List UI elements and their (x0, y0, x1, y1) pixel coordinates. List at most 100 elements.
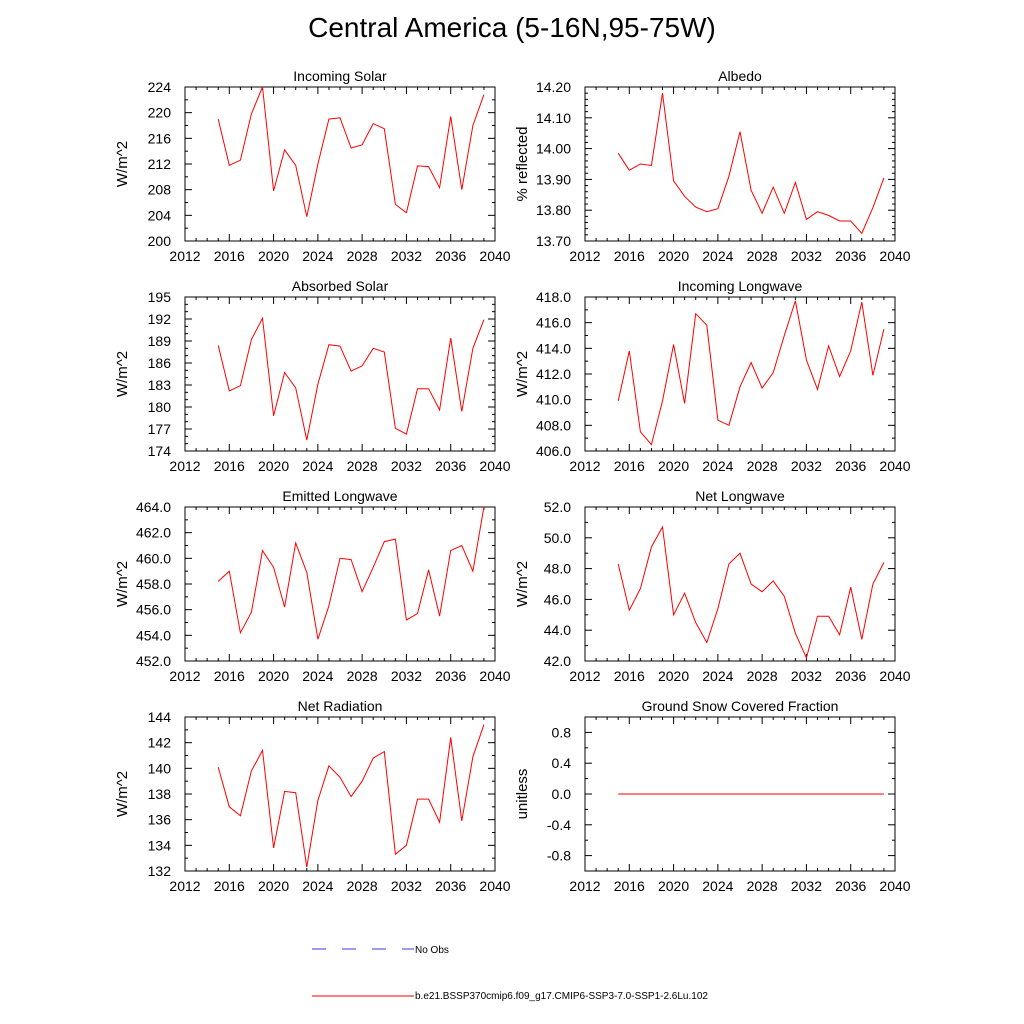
y-tick-label: 408.0 (536, 417, 571, 433)
legend-label-no-obs: No Obs (415, 945, 449, 956)
y-tick-label: 140 (148, 760, 172, 776)
y-tick-label: 414.0 (536, 340, 571, 356)
x-tick-label: 2016 (614, 248, 645, 264)
panel-title: Ground Snow Covered Fraction (642, 698, 839, 714)
chart-panel-5: Emitted Longwave W/m^2 2012 2016 2020 2024 202… (114, 488, 511, 684)
y-tick-label: 138 (148, 786, 172, 802)
chart-panel-2: Albedo % reflected 2012 2016 2020 2024 2028 203… (514, 68, 911, 264)
x-tick-label: 2012 (169, 248, 200, 264)
x-tick-label: 2040 (479, 878, 510, 894)
x-tick-label: 2036 (835, 248, 866, 264)
x-tick-label: 2020 (258, 878, 289, 894)
chart-panel-8: Ground Snow Covered Fraction unitless 2012… (514, 698, 911, 894)
chart-panel-7: Net Radiation W/m^2 2012 2016 2020 2024 2028 20… (114, 698, 511, 894)
figure-title: Central America (5-16N,95-75W) (308, 12, 716, 43)
y-tick-label: 142 (148, 735, 172, 751)
y-tick-label: 189 (148, 333, 172, 349)
x-tick-label: 2032 (791, 878, 822, 894)
x-tick-label: 2028 (347, 668, 378, 684)
y-axis-label: W/m^2 (514, 561, 531, 607)
x-tick-label: 2040 (879, 668, 910, 684)
chart-panel-4: Incoming Longwave W/m^2 2012 2016 2020 2024 20… (514, 278, 911, 474)
x-tick-label: 2024 (302, 668, 333, 684)
y-tick-label: 460.0 (136, 550, 171, 566)
panel-title: Incoming Longwave (678, 278, 803, 294)
x-tick-label: 2036 (435, 878, 466, 894)
series-line (617, 300, 885, 446)
x-tick-label: 2032 (391, 458, 422, 474)
y-axis-label: W/m^2 (114, 351, 131, 397)
plot-frame (584, 506, 896, 662)
x-tick-label: 2028 (747, 878, 778, 894)
y-tick-label: 200 (148, 233, 172, 249)
y-tick-label: 224 (148, 79, 172, 95)
x-tick-label: 2012 (569, 668, 600, 684)
y-tick-label: 418.0 (536, 289, 571, 305)
y-tick-label: 220 (148, 105, 172, 121)
y-tick-label: 0.4 (552, 755, 572, 771)
panel-title: Incoming Solar (293, 68, 387, 84)
x-tick-label: 2020 (658, 458, 689, 474)
y-tick-label: 0.0 (552, 786, 572, 802)
y-tick-label: 406.0 (536, 443, 571, 459)
x-tick-label: 2024 (702, 878, 733, 894)
x-tick-label: 2028 (747, 458, 778, 474)
y-tick-label: 13.80 (536, 202, 571, 218)
series-line (617, 525, 885, 660)
x-tick-label: 2040 (479, 458, 510, 474)
y-axis-label: W/m^2 (114, 771, 131, 817)
y-axis-label: % reflected (514, 126, 531, 201)
y-tick-label: 195 (148, 289, 172, 305)
y-tick-label: 14.00 (536, 141, 571, 157)
y-tick-label: 14.20 (536, 79, 571, 95)
x-tick-label: 2040 (879, 458, 910, 474)
x-tick-label: 2016 (614, 878, 645, 894)
plot-frame (184, 716, 496, 872)
y-tick-label: 174 (148, 443, 172, 459)
y-tick-label: 132 (148, 863, 172, 879)
x-tick-label: 2028 (747, 668, 778, 684)
x-tick-label: 2032 (791, 458, 822, 474)
x-tick-label: 2028 (347, 458, 378, 474)
x-tick-label: 2020 (658, 248, 689, 264)
y-tick-label: 462.0 (136, 525, 171, 541)
x-tick-label: 2012 (169, 668, 200, 684)
y-tick-label: 144 (148, 709, 172, 725)
x-tick-label: 2032 (791, 668, 822, 684)
y-tick-label: 52.0 (544, 499, 571, 515)
y-tick-label: 0.8 (552, 724, 572, 740)
x-tick-label: 2020 (658, 668, 689, 684)
x-tick-label: 2020 (258, 668, 289, 684)
legend-label-model: b.e21.BSSP370cmip6.f09_g17.CMIP6-SSP3-7.… (415, 991, 708, 1002)
chart-panel-1: Incoming Solar W/m^2 2012 2016 2020 2024 2028 2… (114, 68, 511, 264)
y-tick-label: 412.0 (536, 366, 571, 382)
x-tick-label: 2012 (569, 458, 600, 474)
x-tick-label: 2036 (435, 458, 466, 474)
y-tick-label: -0.8 (547, 848, 571, 864)
x-tick-label: 2032 (391, 878, 422, 894)
series-line (217, 316, 485, 441)
series-line (217, 724, 485, 868)
y-tick-label: 134 (148, 837, 172, 853)
legend: No Obs b.e21.BSSP370cmip6.f09_g17.CMIP6-S… (312, 945, 708, 1002)
y-tick-label: 454.0 (136, 627, 171, 643)
plot-frame (584, 296, 896, 452)
y-tick-label: -0.4 (547, 817, 571, 833)
y-axis-label: W/m^2 (114, 561, 131, 607)
x-tick-label: 2036 (435, 668, 466, 684)
y-tick-label: 458.0 (136, 576, 171, 592)
x-tick-label: 2028 (347, 248, 378, 264)
panel-title: Absorbed Solar (292, 278, 389, 294)
y-tick-label: 48.0 (544, 561, 571, 577)
x-tick-label: 2012 (569, 878, 600, 894)
y-tick-label: 183 (148, 377, 172, 393)
x-tick-label: 2040 (879, 248, 910, 264)
chart-panel-6: Net Longwave W/m^2 2012 2016 2020 2024 2028 203… (514, 488, 911, 684)
y-tick-label: 14.10 (536, 110, 571, 126)
panel-title: Albedo (718, 68, 762, 84)
panel-title: Emitted Longwave (282, 488, 397, 504)
y-tick-label: 216 (148, 130, 172, 146)
y-tick-label: 452.0 (136, 653, 171, 669)
y-tick-label: 464.0 (136, 499, 171, 515)
